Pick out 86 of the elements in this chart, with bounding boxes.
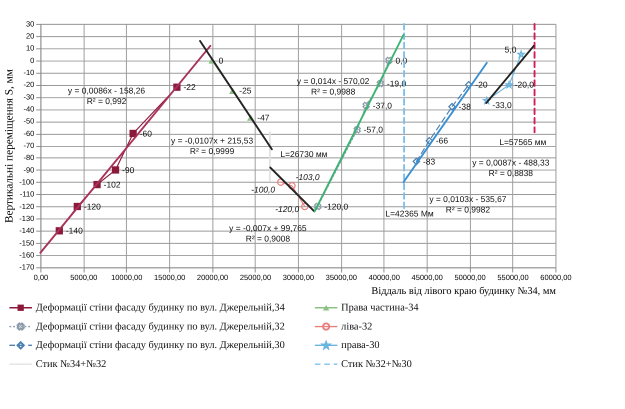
y-tick-label: -100 (19, 177, 34, 186)
y-tick-label: -140 (19, 226, 34, 236)
point (314, 202, 322, 210)
data-label: -83 (422, 156, 436, 166)
data-label: -120,0 (324, 201, 348, 212)
point (376, 80, 384, 88)
legend-label: Деформації стіни фасаду будинку по вул. Джерельній,32 (36, 321, 285, 332)
point (288, 182, 296, 190)
data-label: -120 (84, 201, 102, 212)
data-label: -100,0 (251, 184, 276, 194)
legend-label: Деформації стіни фасаду будинку по вул. Джерельній,34 (36, 302, 285, 314)
x-tick-label: 20000,00 (196, 273, 228, 282)
data-label: -102 (104, 179, 121, 190)
point (448, 102, 456, 110)
x-tick-label: 40000,00 (368, 273, 400, 282)
y-tick-label: -120 (19, 202, 34, 211)
point (129, 130, 137, 138)
data-label: -66 (436, 136, 448, 146)
x-tick-label: 30000,00 (282, 273, 314, 282)
data-label: -120,0 (275, 204, 300, 214)
data-label: 0 (218, 55, 224, 66)
data-label: -22 (183, 82, 196, 92)
legend-label: права-30 (341, 340, 380, 352)
y-tick-label: -130 (19, 214, 34, 224)
data-label: -140 (66, 226, 84, 236)
annotation: y = -0,0107x + 215,53 R² = 0,9999 (171, 136, 254, 156)
data-label: -37,0 (372, 100, 392, 110)
x-axis-title: Віддаль від лівого краю будинку №34, мм (371, 286, 556, 298)
annotation: y = 0,014x - 570,02 R² = 0,9988 (296, 76, 370, 96)
annotation: L=42365 Мм (385, 208, 434, 219)
legend-label: Деформації стіни фасаду будинку по вул. Джерельній,30 (36, 340, 285, 352)
annotation: y = -0,007x + 99,765 R² = 0,9008 (229, 223, 307, 244)
data-label: -20 (475, 80, 488, 90)
annotation: y = 0,0086x - 158,26 R² = 0,992 (68, 86, 146, 106)
y-tick-label: -90 (23, 165, 34, 174)
y-tick-label: -10 (23, 68, 34, 77)
point (353, 126, 361, 134)
y-tick-label: -110 (20, 190, 34, 199)
data-label: -90 (122, 164, 135, 175)
y-tick-label: -170 (19, 262, 34, 272)
y-tick-label: -150 (19, 238, 34, 248)
x-tick-label: 5000,00 (70, 273, 98, 282)
point (412, 158, 420, 166)
y-tick-label: -60 (23, 128, 34, 138)
legend-label: Права частина-34 (341, 302, 419, 314)
data-label: -57,0 (364, 124, 384, 135)
legend-label: Стик №32+№30 (341, 358, 412, 370)
x-tick-label: 45000,00 (412, 273, 443, 282)
data-label: -47 (257, 112, 270, 122)
annotation: y = 0,0087x - 488,33 R² = 0,8838 (472, 157, 550, 178)
point (385, 56, 393, 64)
data-label: -20,0 (514, 80, 534, 90)
data-label: -25 (239, 86, 252, 96)
legend-label: Стик №34+№32 (36, 358, 106, 370)
y-tick-label: 30 (26, 19, 34, 28)
y-tick-label: -40 (23, 104, 34, 114)
y-tick-label: -80 (23, 153, 34, 162)
x-tick-label: 60000,00 (540, 273, 572, 282)
y-tick-label: -50 (23, 116, 34, 126)
point (362, 102, 370, 110)
data-label: -33,0 (492, 100, 512, 110)
x-tick-label: 25000,00 (240, 273, 272, 282)
y-tick-label: -20 (23, 80, 34, 90)
y-tick-label: 20 (26, 31, 34, 40)
data-label: -60 (140, 128, 152, 138)
x-tick-label: 15000,00 (154, 273, 186, 282)
y-tick-label: 0 (30, 56, 34, 65)
data-label: 5,0 (504, 44, 517, 54)
y-tick-label: -160 (19, 250, 34, 260)
x-tick-label: 55000,00 (497, 273, 529, 282)
y-tick-label: -70 (23, 140, 34, 150)
point (112, 166, 120, 174)
x-tick-label: 10000,00 (111, 273, 142, 282)
data-label: -38 (458, 102, 472, 112)
point (517, 50, 525, 58)
y-axis-title: Вертикальні переміщення S, мм (4, 69, 16, 224)
data-label: -103,0 (296, 172, 320, 182)
y-tick-label: -30 (23, 92, 34, 102)
x-tick-label: 50000,00 (454, 273, 486, 282)
point (464, 81, 473, 89)
y-tick-label: 10 (26, 44, 34, 53)
legend-label: ліва-32 (341, 321, 372, 332)
annotation: L=26730 мм (280, 148, 328, 159)
annotation: L=57565 мм (499, 136, 547, 147)
x-tick-label: 0,00 (34, 273, 48, 282)
x-tick-label: 35000,00 (326, 273, 357, 282)
